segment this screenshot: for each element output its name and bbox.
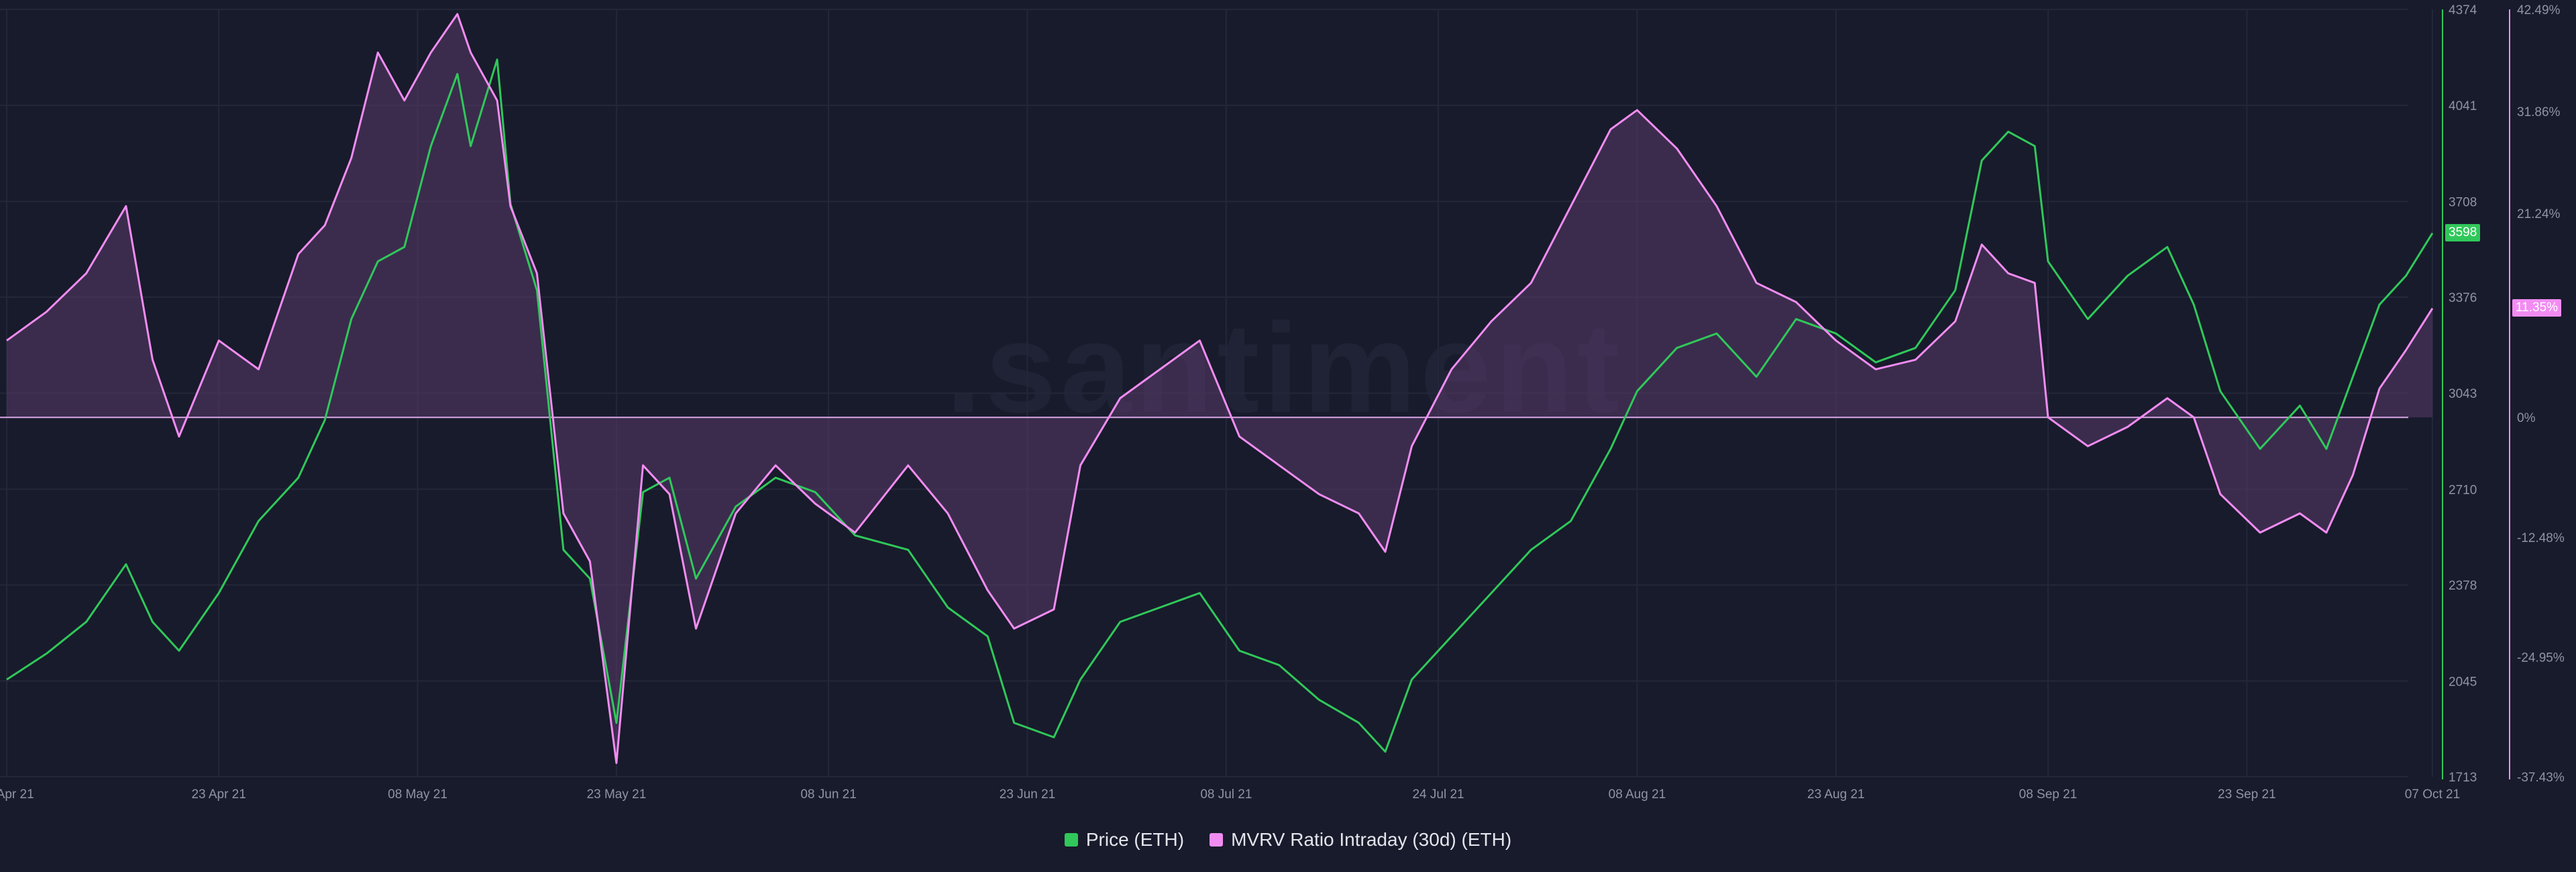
- x-tick-label-2: 08 May 21: [388, 787, 447, 802]
- mvrv-tick-label-1: 31.86%: [2517, 105, 2561, 119]
- x-tick-label-4: 08 Jun 21: [800, 787, 856, 802]
- mvrv-tick-label-6: -24.95%: [2517, 651, 2565, 665]
- mvrv-tick-label-5: -12.48%: [2517, 531, 2565, 545]
- x-tick-label-11: 23 Sep 21: [2218, 787, 2276, 802]
- mvrv-current-badge: 11.35%: [2512, 298, 2562, 317]
- mvrv-tick-label-4: 0%: [2517, 411, 2536, 425]
- legend-mvrv-label: MVRV Ratio Intraday (30d) (ETH): [1231, 829, 1512, 850]
- price-tick-label-0: 4374: [2449, 3, 2477, 17]
- price-swatch-icon: [1064, 833, 1078, 847]
- x-tick-label-8: 08 Aug 21: [1609, 787, 1666, 802]
- legend-item-mvrv[interactable]: MVRV Ratio Intraday (30d) (ETH): [1210, 829, 1511, 851]
- mvrv-tick-label-7: -37.43%: [2517, 771, 2565, 785]
- price-tick-label-6: 2378: [2449, 579, 2477, 593]
- x-tick-label-7: 24 Jul 21: [1412, 787, 1464, 802]
- mvrv-tick-label-0: 42.49%: [2517, 3, 2561, 17]
- chart-legend: Price (ETH) MVRV Ratio Intraday (30d) (E…: [0, 829, 2576, 851]
- price-tick-label-1: 4041: [2449, 99, 2477, 113]
- x-tick-label-0: 07 Apr 21: [0, 787, 34, 802]
- legend-price-label: Price (ETH): [1085, 829, 1185, 850]
- price-tick-label-3: 3376: [2449, 291, 2477, 305]
- x-tick-label-1: 23 Apr 21: [191, 787, 246, 802]
- x-tick-label-10: 08 Sep 21: [2019, 787, 2078, 802]
- price-tick-label-4: 3043: [2449, 387, 2477, 401]
- price-tick-label-5: 2710: [2449, 483, 2477, 497]
- price-tick-label-2: 3708: [2449, 195, 2477, 209]
- x-tick-label-3: 23 May 21: [587, 787, 647, 802]
- mvrv-series-line: [6, 13, 2434, 764]
- price-series-line: [6, 58, 2434, 753]
- x-tick-label-9: 23 Aug 21: [1807, 787, 1865, 802]
- price-tick-label-7: 2045: [2449, 675, 2477, 689]
- price-current-badge: 3598: [2445, 223, 2481, 241]
- x-tick-label-6: 08 Jul 21: [1200, 787, 1252, 802]
- x-tick-label-12: 07 Oct 21: [2405, 787, 2460, 802]
- legend-item-price[interactable]: Price (ETH): [1064, 829, 1185, 851]
- mvrv-swatch-icon: [1210, 833, 1224, 847]
- x-tick-label-5: 23 Jun 21: [1000, 787, 1055, 802]
- mvrv-tick-label-2: 21.24%: [2517, 207, 2561, 221]
- price-tick-label-8: 1713: [2449, 771, 2477, 785]
